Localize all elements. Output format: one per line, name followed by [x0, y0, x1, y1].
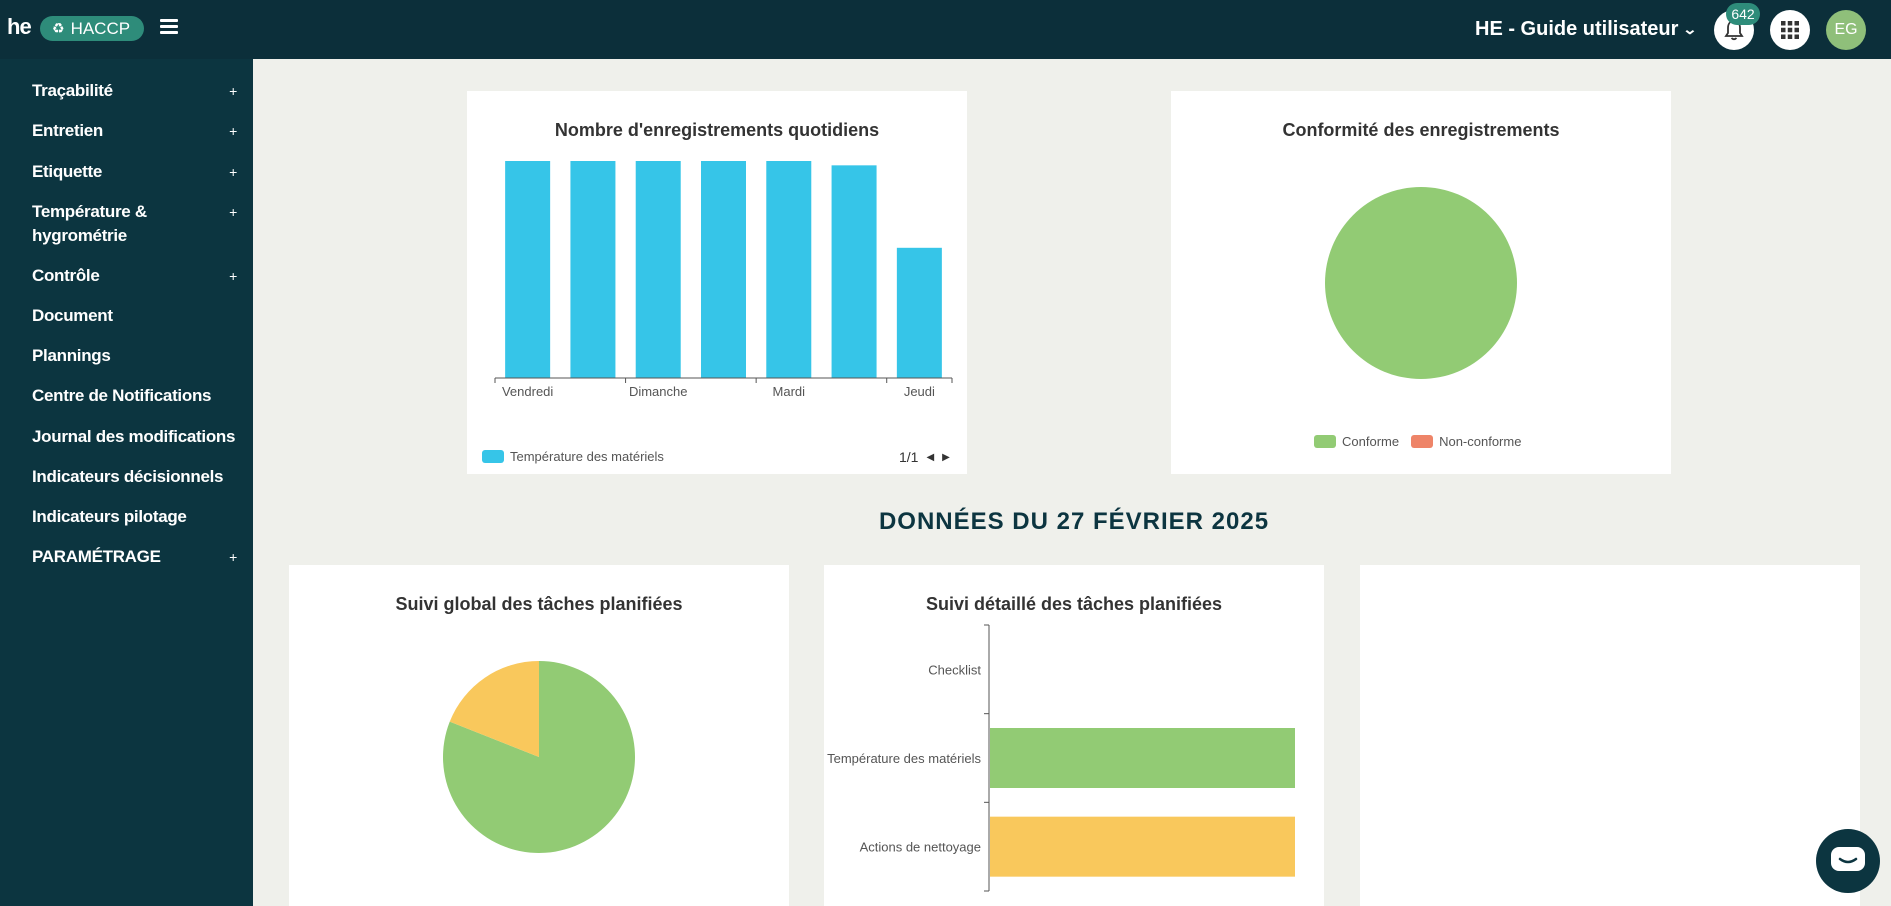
sidebar-item-label: PARAMÉTRAGE	[32, 547, 161, 566]
logo[interactable]: he	[7, 14, 32, 39]
sidebar-item-label: Traçabilité	[32, 81, 113, 100]
legend-label-non-conforme: Non-conforme	[1439, 434, 1522, 449]
y-tick-label: Température des matériels	[827, 751, 981, 766]
sidebar-item-tracabilite[interactable]: Traçabilité +	[32, 79, 237, 103]
y-tick-label: Checklist	[928, 662, 981, 677]
sidebar-item-plannings[interactable]: Plannings	[32, 344, 237, 368]
sidebar-item-entretien[interactable]: Entretien +	[32, 119, 237, 143]
global-tasks-card: Suivi global des tâches planifiées	[289, 565, 789, 906]
pager-text: 1/1	[899, 449, 919, 465]
expand-icon: +	[229, 164, 237, 180]
sidebar-item-label: Indicateurs pilotage	[32, 507, 187, 526]
bar-mardi	[766, 161, 812, 378]
detailed-tasks-card: Suivi détaillé des tâches planifiées Che…	[824, 565, 1324, 906]
chart-title: Conformité des enregistrements	[1282, 120, 1560, 140]
grid-icon	[1781, 21, 1799, 39]
chart-legend[interactable]: Température des matériels	[482, 449, 664, 464]
section-title: DONNÉES DU 27 FÉVRIER 2025	[878, 508, 1270, 535]
sidebar-item-controle[interactable]: Contrôle +	[32, 264, 237, 288]
legend-swatch	[482, 450, 504, 463]
sidebar-item-parametrage[interactable]: PARAMÉTRAGE +	[32, 545, 237, 569]
sidebar-item-document[interactable]: Document	[32, 304, 237, 328]
expand-icon: +	[229, 204, 237, 220]
sidebar-item-temperature-hygrometrie[interactable]: Température & hygrométrie +	[32, 200, 237, 248]
sidebar: Traçabilité + Entretien + Etiquette + Te…	[0, 59, 253, 906]
empty-card	[1360, 565, 1860, 906]
legend-pager: 1/1 ◀ ▶	[899, 449, 950, 465]
account-name: HE - Guide utilisateur	[1475, 18, 1679, 40]
bar-actions-de-nettoyage	[990, 816, 1295, 877]
apps-grid-button[interactable]	[1770, 10, 1810, 50]
detailed-tasks-bar-chart: Checklist Température des matériels Action…	[827, 624, 1295, 892]
sidebar-item-journal-modifications[interactable]: Journal des modifications	[32, 425, 237, 449]
pager-prev-icon[interactable]: ◀	[926, 451, 935, 463]
notification-count-badge: 642	[1726, 3, 1760, 25]
expand-icon: +	[229, 268, 237, 284]
x-tick-label: Mardi	[773, 384, 806, 399]
sidebar-item-indicateurs-pilotage[interactable]: Indicateurs pilotage	[32, 505, 237, 529]
chevron-down-icon: ⌄	[1682, 21, 1698, 37]
sidebar-item-etiquette[interactable]: Etiquette +	[32, 160, 237, 184]
bar-samedi	[570, 161, 616, 378]
bar-dimanche	[635, 161, 681, 378]
chart-title: Suivi global des tâches planifiées	[395, 594, 683, 614]
pager-next-icon[interactable]: ▶	[942, 451, 950, 463]
bar-temp-rature-des-mat-riels	[990, 728, 1295, 788]
bar-mercredi	[831, 165, 877, 378]
conformity-card: Conformité des enregistrements Conforme …	[1171, 91, 1671, 474]
sidebar-item-label: Entretien	[32, 121, 103, 140]
daily-records-bar-chart: Vendredi Dimanche Mardi Jeudi	[494, 161, 953, 399]
y-tick-label: Actions de nettoyage	[860, 840, 981, 855]
sidebar-item-label: Indicateurs décisionnels	[32, 467, 224, 486]
legend-swatch-non-conforme	[1411, 435, 1434, 448]
sidebar-item-indicateurs-decisionnels[interactable]: Indicateurs décisionnels	[32, 465, 237, 489]
x-tick-label: Jeudi	[904, 384, 935, 399]
sidebar-item-label-line2: hygrométrie	[32, 226, 127, 245]
sidebar-item-label: Plannings	[32, 346, 111, 365]
sidebar-item-label: Centre de Notifications	[32, 386, 212, 405]
legend-label-conforme: Conforme	[1342, 434, 1400, 449]
bar-lundi	[701, 161, 746, 378]
bar-jeudi	[896, 247, 942, 378]
leaf-icon: ♻	[52, 20, 65, 36]
sidebar-item-label: Journal des modifications	[32, 427, 236, 446]
chat-bubble-icon	[1831, 847, 1865, 871]
sidebar-item-label: Etiquette	[32, 162, 103, 181]
daily-records-card: Nombre d'enregistrements quotidiens Vend…	[467, 91, 967, 474]
expand-icon: +	[229, 83, 237, 99]
bar-vendredi	[505, 161, 551, 378]
hamburger-menu-icon[interactable]	[160, 19, 178, 35]
app-name: HACCP	[70, 19, 131, 38]
x-tick-label: Dimanche	[629, 384, 688, 399]
pie-slice-actions-de-nettoyage	[449, 661, 539, 757]
global-tasks-pie-chart	[443, 661, 635, 853]
top-navigation-bar: he ♻ HACCP HE - Guide utilisateur ⌄ 642 …	[0, 0, 1891, 59]
sidebar-item-label: Température &	[32, 202, 147, 221]
user-avatar[interactable]: EG	[1826, 10, 1866, 50]
chat-support-button[interactable]	[1816, 829, 1880, 893]
pie-slice-conforme	[1325, 187, 1517, 379]
legend-swatch-conforme	[1314, 435, 1336, 448]
legend-label: Température des matériels	[510, 449, 664, 464]
app-switcher-haccp[interactable]: ♻ HACCP	[40, 16, 145, 41]
expand-icon: +	[229, 123, 237, 139]
x-tick-label: Vendredi	[502, 384, 553, 399]
sidebar-item-centre-notifications[interactable]: Centre de Notifications	[32, 384, 237, 408]
sidebar-item-label: Contrôle	[32, 266, 100, 285]
chart-legend[interactable]: Conforme Non-conforme	[1314, 434, 1521, 449]
account-selector[interactable]: HE - Guide utilisateur ⌄	[1475, 18, 1698, 41]
expand-icon: +	[229, 549, 237, 565]
sidebar-item-label: Document	[32, 306, 113, 325]
conformity-pie-chart	[1325, 187, 1517, 379]
chart-title: Suivi détaillé des tâches planifiées	[925, 594, 1223, 614]
chart-title: Nombre d'enregistrements quotidiens	[554, 120, 880, 140]
